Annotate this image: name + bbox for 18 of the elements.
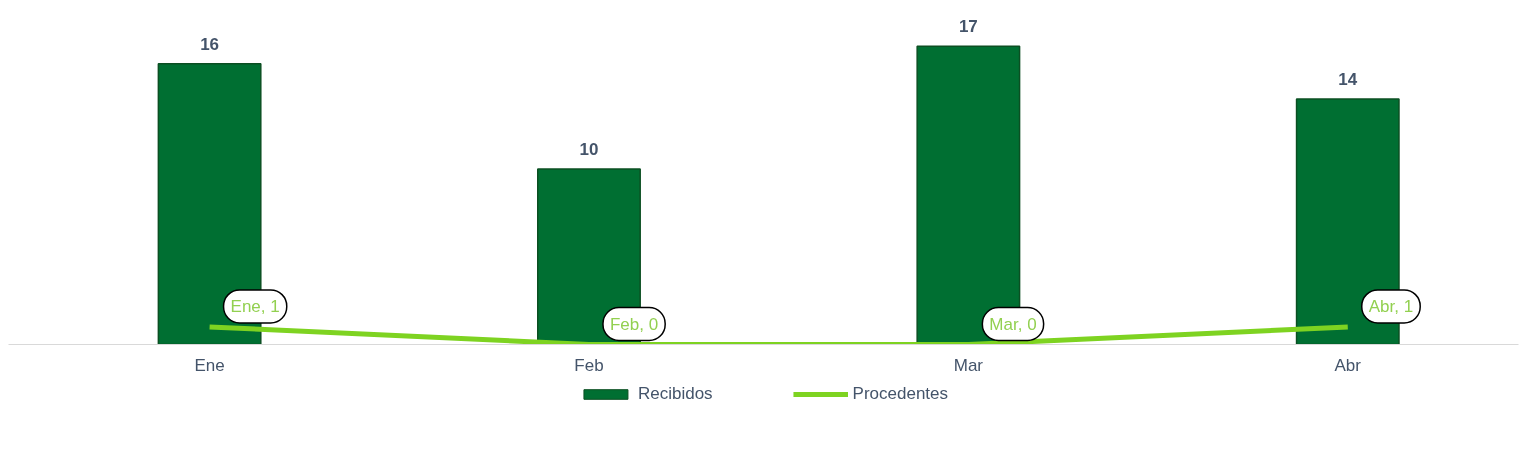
legend-label: Recibidos xyxy=(637,384,713,404)
data-label: 16 xyxy=(200,34,220,54)
bar xyxy=(537,168,641,345)
x-tick-label: Feb xyxy=(574,355,604,375)
x-tick-label: Mar xyxy=(953,355,984,375)
data-label: Abr, 1 xyxy=(1368,296,1414,316)
data-label: Feb, 0 xyxy=(609,314,659,334)
x-tick-label: Ene xyxy=(194,355,225,375)
data-label: Mar, 0 xyxy=(989,314,1037,334)
bar xyxy=(916,45,1021,345)
data-label: Ene, 1 xyxy=(230,296,280,316)
x-tick-label: Abr xyxy=(1334,355,1362,375)
data-label: 14 xyxy=(1338,69,1358,89)
data-label: 17 xyxy=(958,17,978,37)
bar xyxy=(1295,98,1400,345)
data-label: 10 xyxy=(579,140,599,160)
legend-label: Procedentes xyxy=(852,384,949,404)
bar xyxy=(157,63,262,345)
